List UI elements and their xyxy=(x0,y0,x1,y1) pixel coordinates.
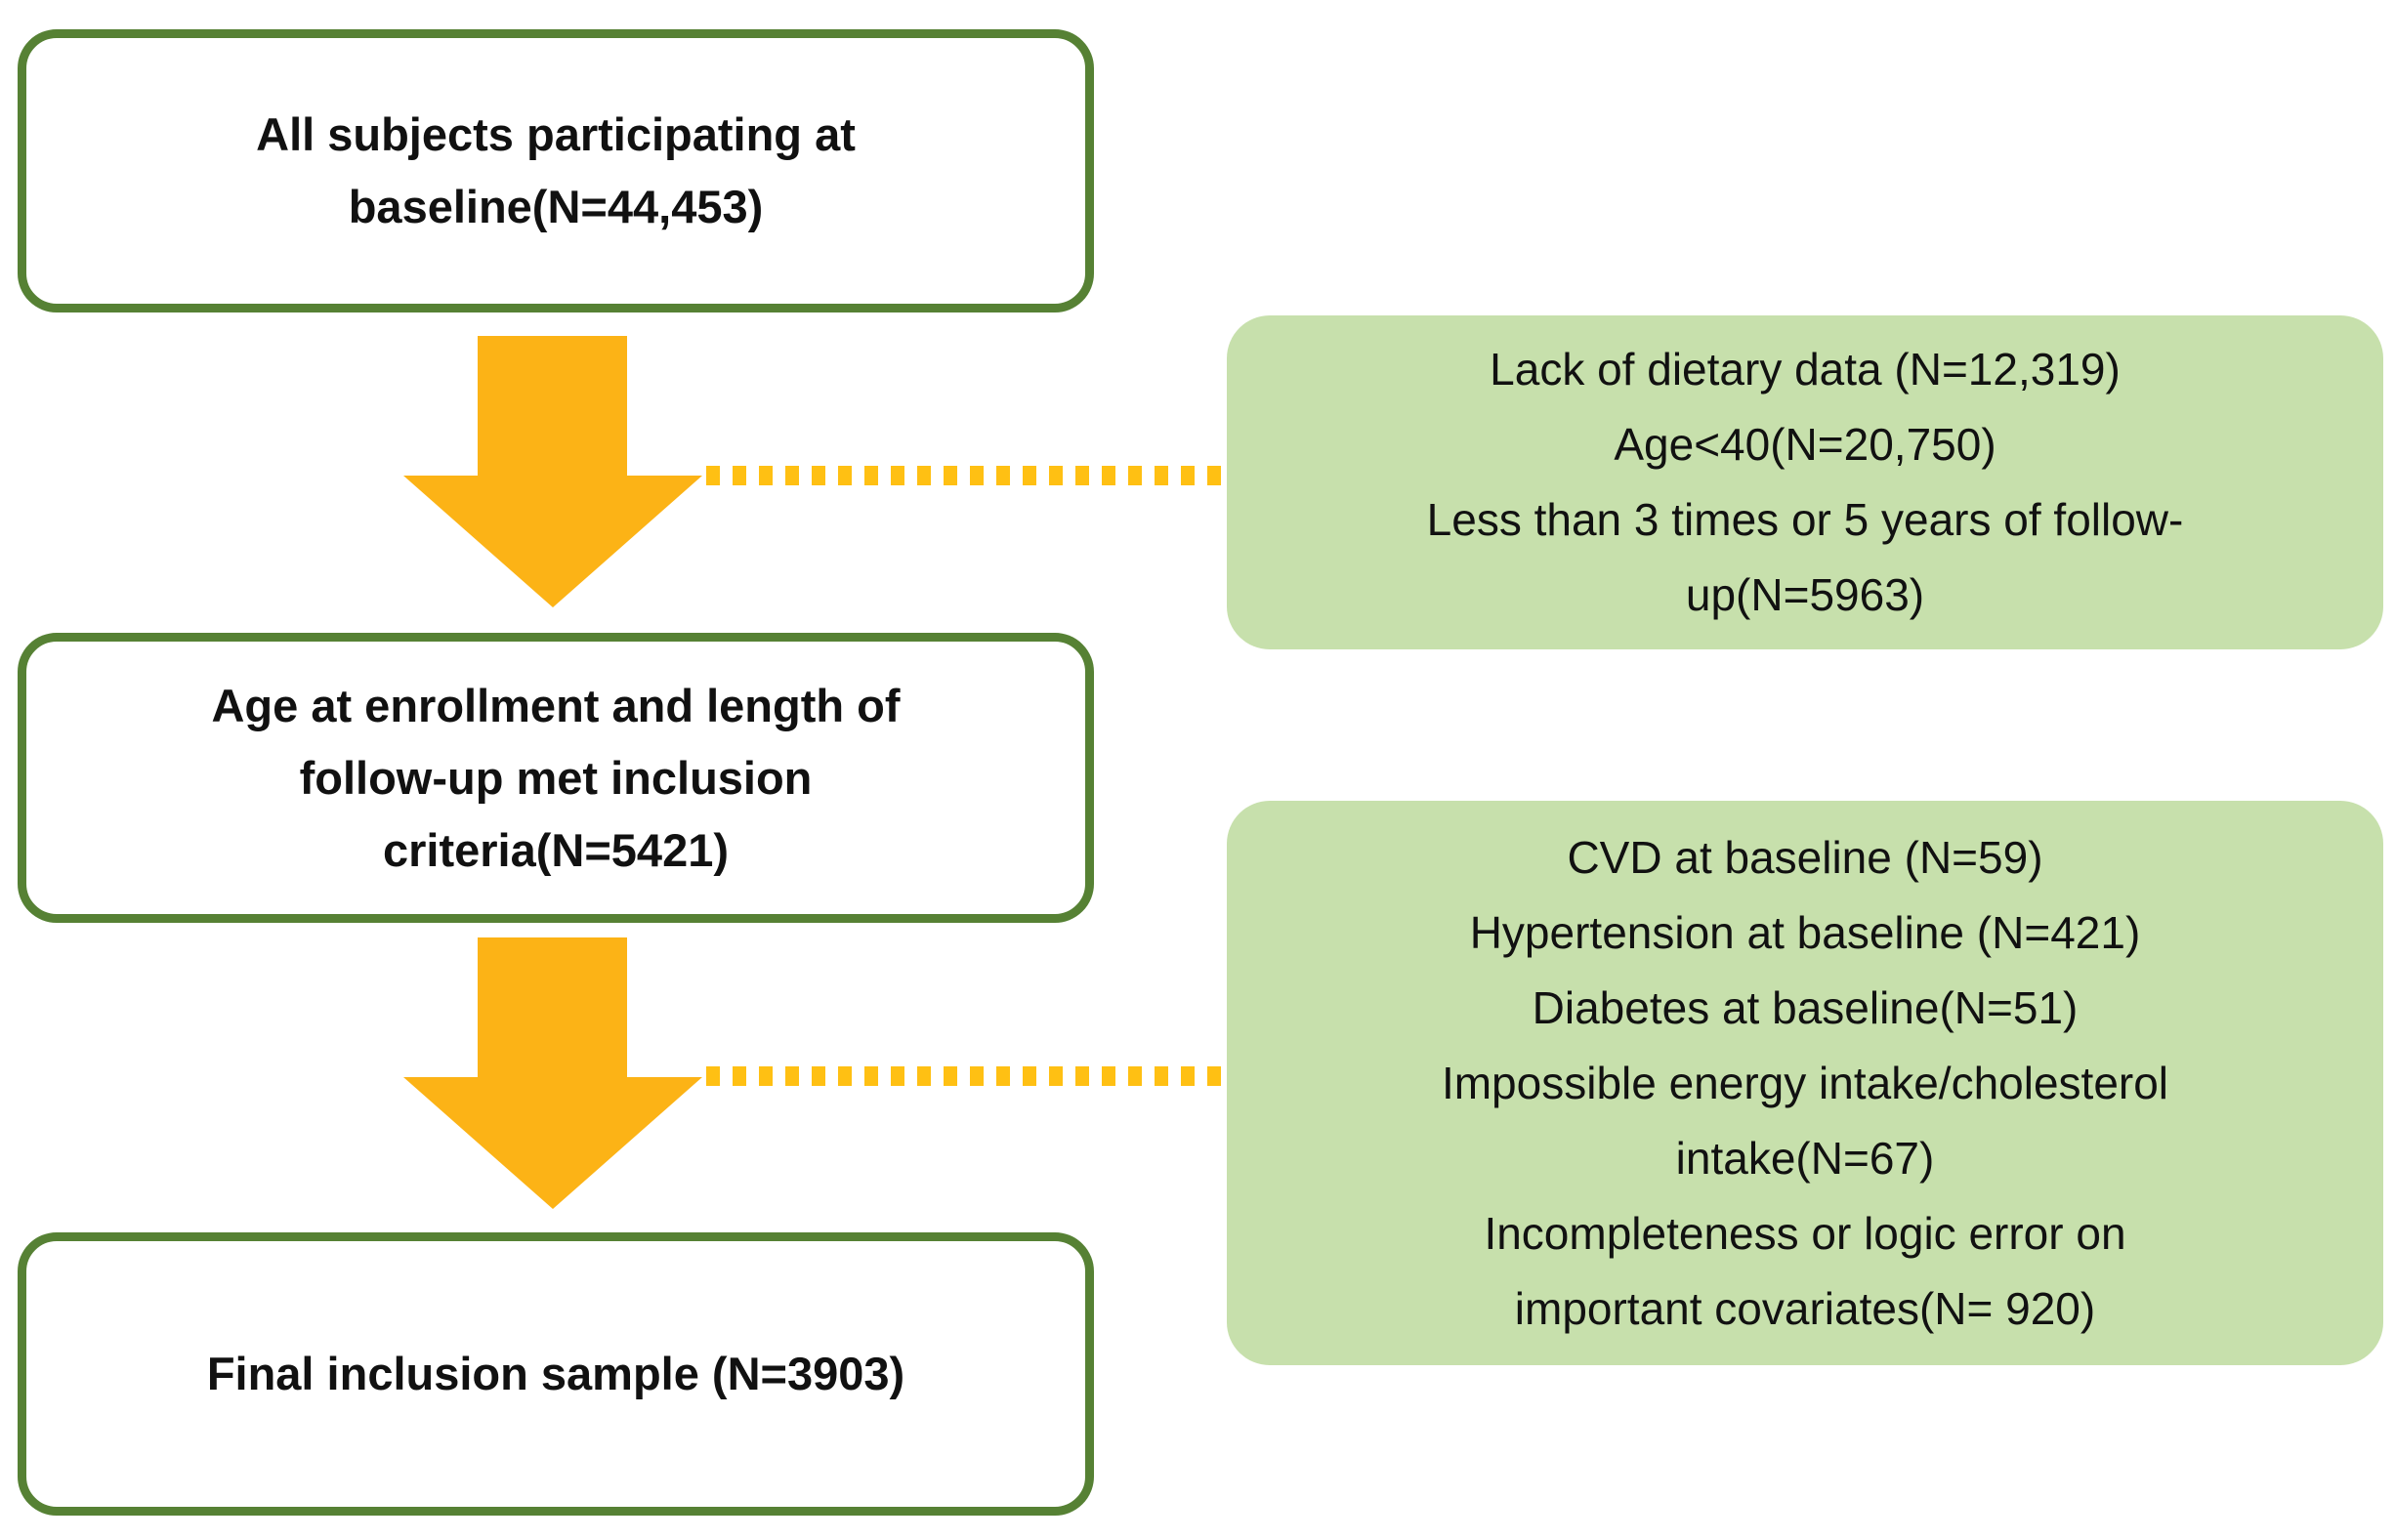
all-subjects-box: All subjects participating at baseline(N=… xyxy=(18,29,1094,312)
text-line: Lack of dietary data (N=12,319) xyxy=(1490,344,2121,395)
first-exclusion-box: Lack of dietary data (N=12,319) Age<40(N=… xyxy=(1227,315,2383,649)
text-line: Age<40(N=20,750) xyxy=(1614,419,1996,470)
text-line: CVD at baseline (N=59) xyxy=(1567,831,2043,883)
dotted-connector-line xyxy=(706,1066,1226,1086)
text-line: follow-up met inclusion xyxy=(299,751,813,804)
text-line: baseline(N=44,453) xyxy=(348,181,764,232)
text-line: important covariates(N= 920) xyxy=(1514,1282,2096,1334)
text-line: Less than 3 times or 5 years of follow- xyxy=(1426,494,2184,545)
text-line: Diabetes at baseline(N=51) xyxy=(1532,981,2079,1033)
final-sample-box: Final inclusion sample (N=3903) xyxy=(18,1232,1094,1516)
down-arrow-icon xyxy=(403,336,702,607)
text-line: intake(N=67) xyxy=(1675,1132,1935,1184)
second-exclusion-box: CVD at baseline (N=59) Hypertension at ba… xyxy=(1227,801,2383,1365)
text-line: Age at enrollment and length of xyxy=(211,679,901,731)
text-line: criteria(N=5421) xyxy=(382,823,729,876)
text-line: All subjects participating at xyxy=(256,108,856,160)
inclusion-criteria-box: Age at enrollment and length of follow-up… xyxy=(18,633,1094,923)
dotted-connector-line xyxy=(706,466,1226,485)
text-line: Hypertension at baseline (N=421) xyxy=(1469,906,2141,958)
text-line: Incompleteness or logic error on xyxy=(1484,1207,2126,1259)
down-arrow-icon xyxy=(403,937,702,1209)
text-line: Final inclusion sample (N=3903) xyxy=(206,1348,905,1399)
text-line: Impossible energy intake/cholesterol xyxy=(1441,1057,2169,1108)
text-line: up(N=5963) xyxy=(1685,569,1925,620)
